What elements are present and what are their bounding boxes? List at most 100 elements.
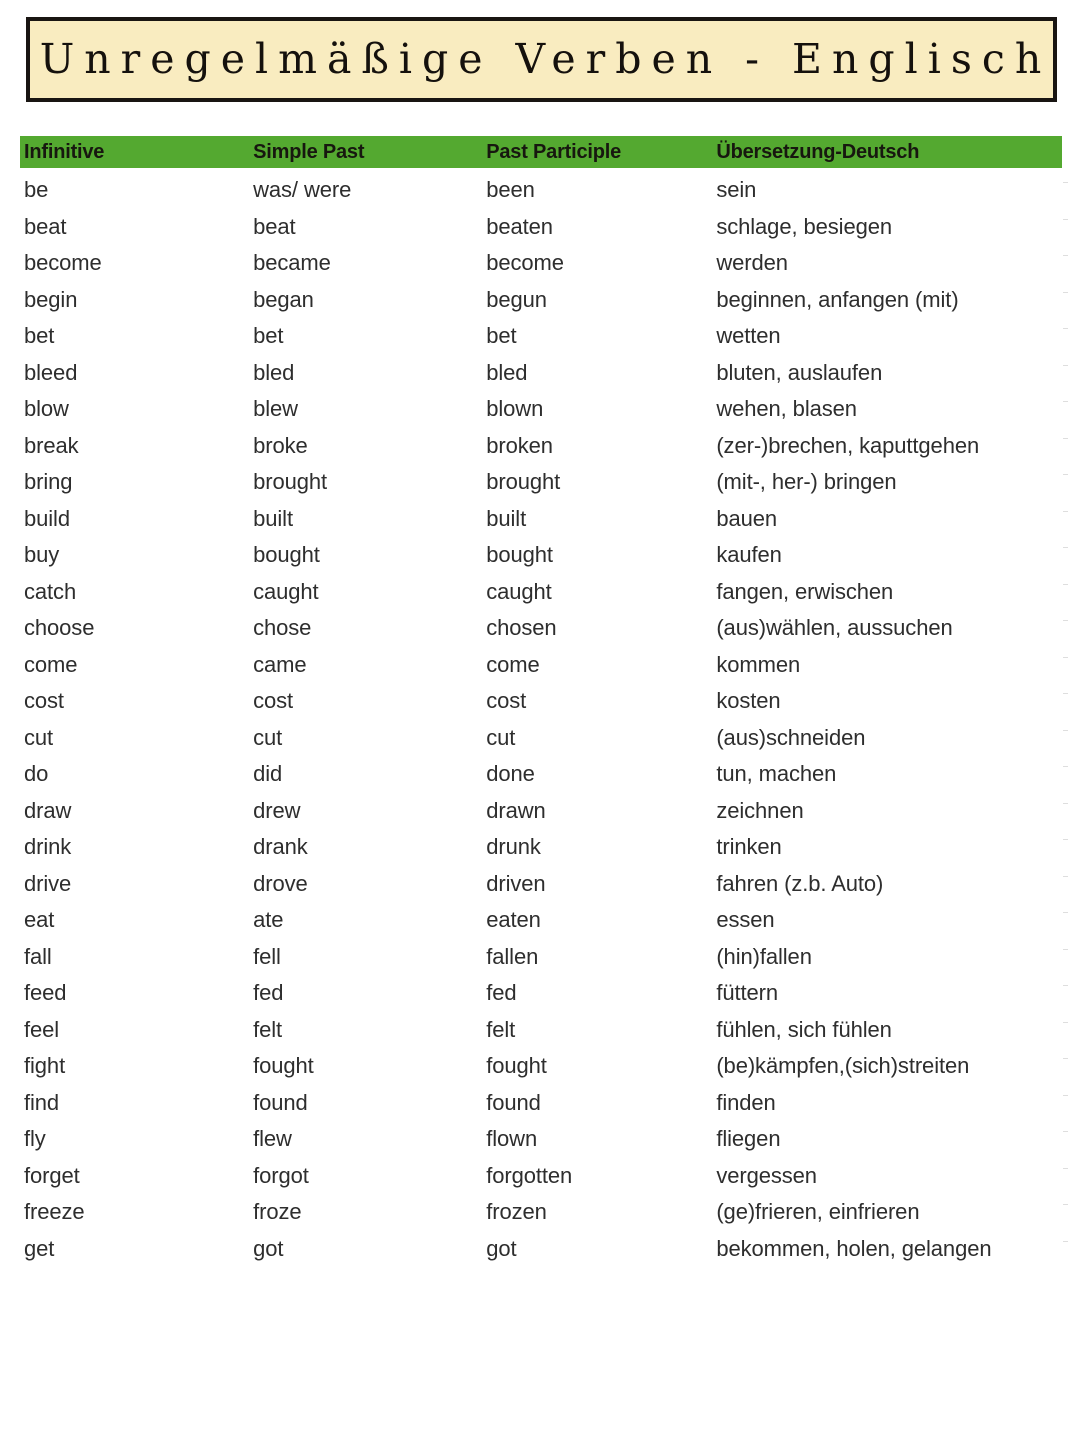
table-row: draw drew drawn zeichnen <box>20 793 1062 830</box>
cell-simple-past: blew <box>253 396 298 422</box>
table-row: do did done tun, machen <box>20 756 1062 793</box>
ruling-tick <box>1063 948 1068 950</box>
cell-past-participle: caught <box>486 578 552 604</box>
cell-past-participle: beaten <box>486 213 553 239</box>
table-row: find found found finden <box>20 1085 1062 1122</box>
ruling-tick <box>1063 218 1068 220</box>
cell-translation: fangen, erwischen <box>716 578 894 604</box>
cell-past-participle: bet <box>486 323 517 349</box>
column-header-simple-past: Simple Past <box>253 141 365 163</box>
cell-infinitive: beat <box>24 213 67 239</box>
cell-infinitive: freeze <box>24 1199 85 1225</box>
cell-infinitive: break <box>24 432 79 458</box>
cell-infinitive: feed <box>24 980 67 1006</box>
table-row: build built built bauen <box>20 501 1062 538</box>
cell-infinitive: drive <box>24 870 72 896</box>
cell-simple-past: drank <box>253 834 308 860</box>
table-row: drive drove driven fahren (z.b. Auto) <box>20 866 1062 903</box>
cell-simple-past: became <box>253 250 331 276</box>
table-row: catch caught caught fangen, erwischen <box>20 574 1062 611</box>
cell-infinitive: become <box>24 250 102 276</box>
table-row: freeze froze frozen (ge)frieren, einfrieren <box>20 1194 1062 1231</box>
ruling-tick <box>1063 875 1068 877</box>
table-row: fight fought fought (be)kämpfen,(sich)strei… <box>20 1048 1062 1085</box>
cell-simple-past: drove <box>253 870 308 896</box>
cell-translation: fühlen, sich fühlen <box>716 1016 892 1042</box>
column-header-past-participle: Past Participle <box>486 141 622 163</box>
cell-simple-past: ate <box>253 907 284 933</box>
cell-infinitive: get <box>24 1235 55 1261</box>
cell-translation: trinken <box>716 834 782 860</box>
ruling-tick <box>1063 1240 1068 1242</box>
column-header-translation: Übersetzung-Deutsch <box>716 141 920 163</box>
cell-translation: (hin)fallen <box>716 943 812 969</box>
cell-simple-past: caught <box>253 578 319 604</box>
cell-past-participle: done <box>486 761 535 787</box>
cell-infinitive: build <box>24 505 70 531</box>
cell-infinitive: cut <box>24 724 54 750</box>
cell-simple-past: brought <box>253 469 328 495</box>
cell-translation: fahren (z.b. Auto) <box>716 870 884 896</box>
cell-past-participle: felt <box>486 1016 516 1042</box>
ruling-tick <box>1063 802 1068 804</box>
page-title: Unregelmäßige Verben - Englisch <box>39 35 1052 83</box>
cell-past-participle: built <box>486 505 527 531</box>
cell-simple-past: broke <box>253 432 308 458</box>
table-row: bring brought brought (mit-, her-) bringen <box>20 464 1062 501</box>
ruling-tick <box>1063 437 1068 439</box>
cell-infinitive: bleed <box>24 359 78 385</box>
cell-simple-past: chose <box>253 615 312 641</box>
ruling-tick <box>1063 1204 1068 1205</box>
ruling-tick <box>1063 401 1068 402</box>
ruling-tick <box>1063 766 1068 767</box>
cell-infinitive: draw <box>24 797 72 823</box>
ruling-tick <box>1063 255 1068 256</box>
cell-simple-past: beat <box>253 213 296 239</box>
cell-translation: kaufen <box>716 542 782 568</box>
cell-infinitive: be <box>24 177 49 203</box>
cell-infinitive: begin <box>24 286 78 312</box>
cell-translation: essen <box>716 907 775 933</box>
page-ruling-ticks <box>1063 182 1069 1272</box>
cell-past-participle: broken <box>486 432 553 458</box>
cell-infinitive: fall <box>24 943 52 969</box>
cell-past-participle: drunk <box>486 834 541 860</box>
cell-simple-past: froze <box>253 1199 302 1225</box>
cell-simple-past: found <box>253 1089 308 1115</box>
table-row: begin began begun beginnen, anfangen (mit) <box>20 282 1062 319</box>
table-row: feel felt felt fühlen, sich fühlen <box>20 1012 1062 1049</box>
cell-infinitive: forget <box>24 1162 80 1188</box>
cell-translation: bluten, auslaufen <box>716 359 883 385</box>
cell-simple-past: came <box>253 651 307 677</box>
cell-past-participle: got <box>486 1235 517 1261</box>
table-row: fall fell fallen (hin)fallen <box>20 939 1062 976</box>
cell-infinitive: blow <box>24 396 69 422</box>
cell-simple-past: felt <box>253 1016 283 1042</box>
cell-past-participle: become <box>486 250 564 276</box>
table-row: bet bet bet wetten <box>20 318 1062 355</box>
cell-translation: kommen <box>716 651 801 677</box>
cell-translation: (ge)frieren, einfrieren <box>716 1199 920 1225</box>
cell-simple-past: fed <box>253 980 284 1006</box>
cell-translation: wetten <box>716 323 781 349</box>
cell-past-participle: flown <box>486 1126 538 1152</box>
table-row: bleed bled bled bluten, auslaufen <box>20 355 1062 392</box>
ruling-tick <box>1063 839 1068 840</box>
cell-translation: bekommen, holen, gelangen <box>716 1235 992 1261</box>
cell-infinitive: catch <box>24 578 77 604</box>
table-row: become became become werden <box>20 245 1062 282</box>
ruling-tick <box>1063 985 1068 986</box>
table-row: get got got bekommen, holen, gelangen <box>20 1231 1062 1268</box>
cell-past-participle: fallen <box>486 943 539 969</box>
cell-infinitive: fly <box>24 1126 46 1152</box>
cell-past-participle: cost <box>486 688 527 714</box>
table-row: blow blew blown wehen, blasen <box>20 391 1062 428</box>
table-row: be was/ were been sein <box>20 172 1062 209</box>
table-row: fly flew flown fliegen <box>20 1121 1062 1158</box>
cell-simple-past: cut <box>253 724 283 750</box>
cell-past-participle: brought <box>486 469 561 495</box>
table-row: drink drank drunk trinken <box>20 829 1062 866</box>
cell-translation: vergessen <box>716 1162 817 1188</box>
ruling-tick <box>1063 547 1068 548</box>
table-row: feed fed fed füttern <box>20 975 1062 1012</box>
